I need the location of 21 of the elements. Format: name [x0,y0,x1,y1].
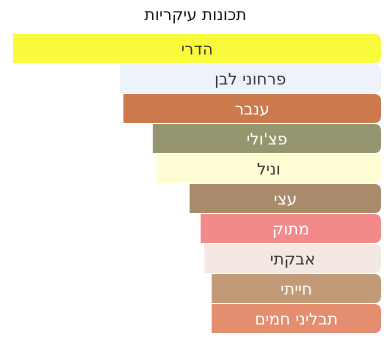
y-tick-label: תבליני חמים [254,310,338,329]
bar [13,34,381,63]
bar [204,244,381,273]
y-tick-label: עצי [274,190,297,209]
bar [200,214,381,243]
y-tick-label: אבקתי [270,250,316,269]
bar [212,274,381,303]
y-tick-label: פצ'ולי [246,130,288,149]
bar [152,124,381,153]
bar [120,64,381,93]
y-tick-label: הדרי [181,40,213,59]
y-tick-label: חייתי [280,280,312,299]
y-tick-label: מתוק [272,220,310,239]
chart-title: תכונות עיקריות [144,5,247,24]
bar [156,154,381,183]
bar [190,184,381,213]
y-tick-label: וניל [257,160,280,179]
bar [123,94,381,123]
bar [212,304,381,333]
y-tick-label: ענבר [234,100,270,119]
y-tick-label: פרחוני לבן [214,70,286,89]
